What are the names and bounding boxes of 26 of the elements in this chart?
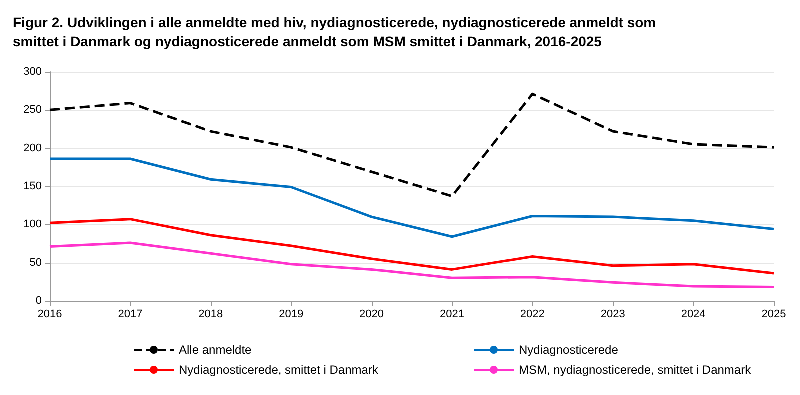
x-tick-label: 2018	[198, 308, 224, 320]
line-series	[48, 158, 776, 238]
line-series	[48, 218, 776, 275]
line-series	[48, 92, 776, 198]
x-tick-label: 2023	[600, 308, 626, 320]
x-tick-label: 2025	[762, 308, 786, 320]
x-tick-label: 2021	[440, 308, 464, 320]
y-tick-label: 150	[24, 180, 42, 192]
legend-label: Nydiagnosticerede, smittet i Danmark	[179, 363, 380, 377]
y-tick-label: 0	[36, 295, 42, 307]
line-series	[48, 242, 776, 289]
x-tick-label: 2019	[279, 308, 304, 320]
y-tick-label: 250	[24, 104, 42, 116]
y-tick-label: 200	[24, 142, 42, 154]
y-tick-label: 100	[24, 218, 42, 231]
x-tick-label: 2016	[38, 308, 62, 320]
x-tick-label: 2020	[360, 308, 384, 320]
x-tick-label: 2017	[118, 308, 143, 320]
y-tick-label: 50	[30, 256, 42, 269]
y-tick-label: 300	[24, 66, 42, 78]
x-tick-label: 2024	[681, 308, 706, 320]
x-tick-label: 2022	[520, 308, 545, 320]
legend-label: Alle anmeldte	[179, 343, 252, 357]
legend-label: MSM, nydiagnosticerede, smittet i Danmark	[519, 363, 752, 377]
legend-label: Nydiagnosticerede	[519, 343, 619, 357]
chart-title: Figur 2. Udviklingen i alle anmeldte med hiv, nydiagnosticerede, nydiagnosticerede anmeldt som smittet i Danmark og nydiagnosticerede anmeldt som MSM smittet i Danmark, 2016-2025	[13, 14, 656, 50]
